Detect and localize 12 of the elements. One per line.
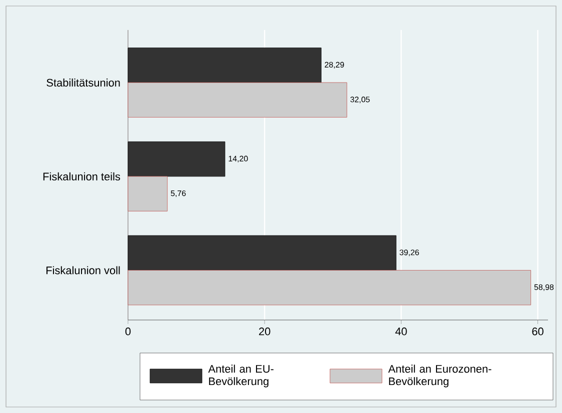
bar — [128, 270, 531, 306]
x-tick-label: 40 — [395, 328, 407, 336]
legend-label: Anteil an Eurozonen-Bevölkerung — [388, 364, 492, 388]
bar — [128, 82, 348, 118]
y-tick-label: Fiskalunion voll — [46, 266, 120, 274]
legend-label: Anteil an EU-Bevölkerung — [208, 364, 274, 388]
y-tick-label: Fiskalunion teils — [43, 172, 120, 180]
y-tick-label: Stabilitätsunion — [46, 78, 120, 87]
bar — [128, 176, 168, 212]
x-tick-label: 20 — [259, 328, 270, 336]
x-tick-label: 0 — [125, 328, 131, 336]
x-tick-label: 60 — [532, 328, 544, 336]
